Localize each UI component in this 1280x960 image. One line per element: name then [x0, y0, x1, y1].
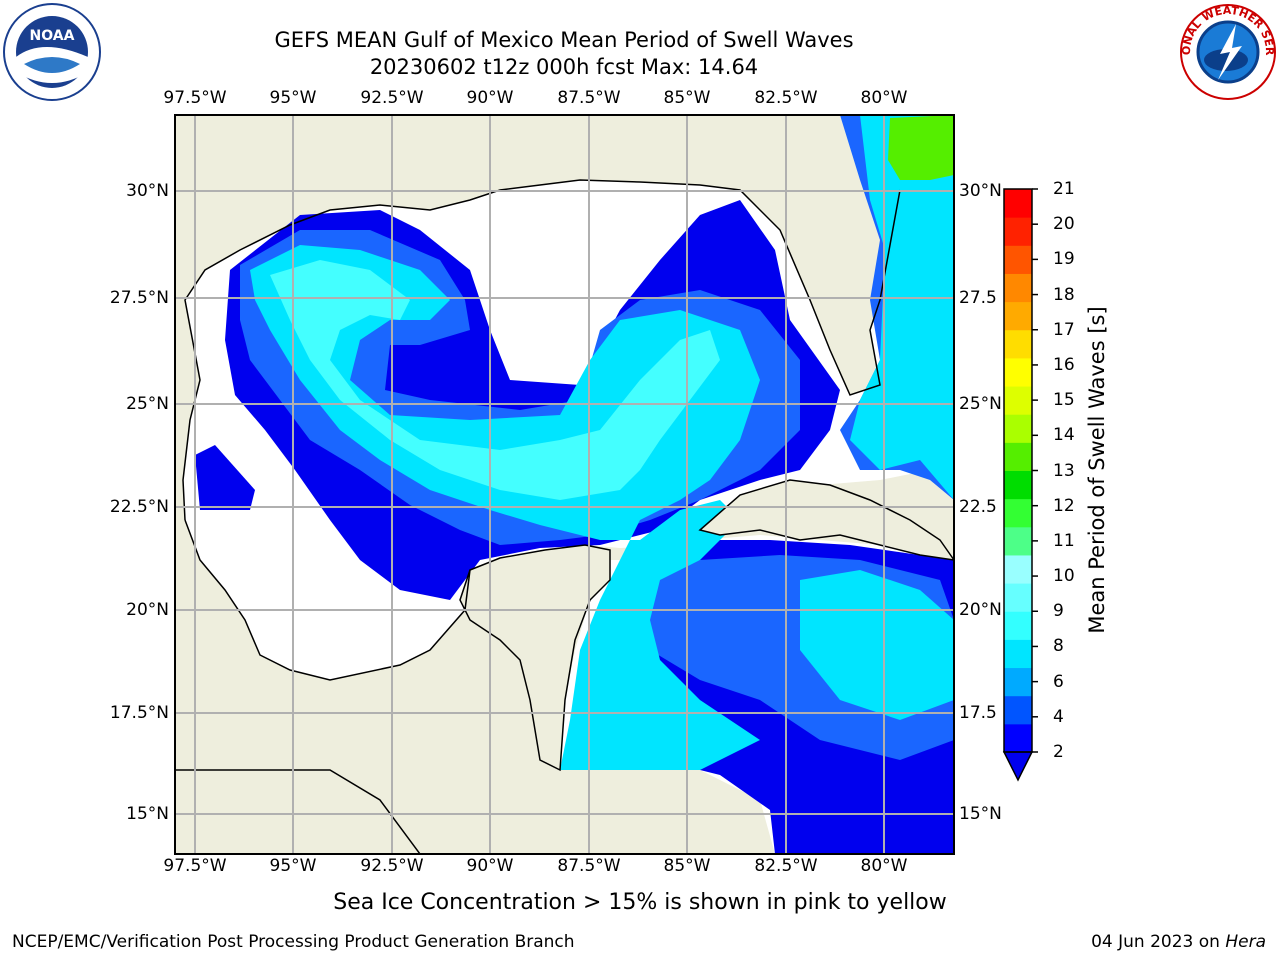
colorbar-tick-label: 15	[1053, 390, 1075, 411]
gulf-coastline	[182, 179, 901, 521]
noaa-logo-text: NOAA	[30, 28, 75, 44]
colorbar-swatch	[1004, 189, 1032, 218]
lon-tick-bottom: 97.5°W	[163, 856, 227, 876]
lon-tick-bottom: 82.5°W	[754, 856, 818, 876]
colorbar-tick-label: 13	[1053, 460, 1075, 481]
colorbar-swatch	[1004, 611, 1032, 640]
colorbar-tick-label: 6	[1053, 671, 1064, 692]
colorbar-extend-arrow	[1002, 751, 1034, 782]
graticule	[175, 115, 954, 854]
colorbar	[1002, 188, 1038, 782]
lon-tick-top: 90°W	[466, 88, 514, 108]
lat-tick-right: 25°N	[959, 394, 1002, 414]
colorbar-tick-label: 17	[1053, 319, 1075, 340]
colorbar-tick-label: 8	[1053, 636, 1064, 657]
sea-ice-note: Sea Ice Concentration > 15% is shown in …	[333, 890, 947, 915]
colorbar-swatch	[1004, 554, 1032, 584]
colorbar-swatch	[1004, 498, 1032, 528]
lat-tick-right: 15°N	[959, 804, 1002, 824]
lat-tick-right: 22.5	[959, 497, 997, 517]
swell-region-light-cyan	[270, 260, 720, 500]
lat-tick-left: 30°N	[126, 181, 169, 201]
lon-tick-bottom: 85°W	[663, 856, 711, 876]
lon-tick-top: 97.5°W	[163, 88, 227, 108]
footer-host: Hera	[1225, 932, 1266, 952]
colorbar-tick-label: 4	[1053, 706, 1064, 727]
colorbar-tick-label: 2	[1053, 742, 1064, 762]
colorbar-tick-label: 16	[1053, 354, 1075, 375]
swell-region-deep-blue-west	[195, 445, 255, 510]
lat-tick-right: 20°N	[959, 600, 1002, 620]
lon-tick-top: 95°W	[269, 88, 317, 108]
colorbar-swatch	[1004, 245, 1032, 274]
noaa-logo: NOAA	[3, 3, 101, 101]
colorbar-tick-label: 10	[1053, 566, 1075, 587]
central-america-land	[175, 769, 421, 854]
lon-tick-top: 82.5°W	[754, 88, 818, 108]
colorbar-tick-label: 9	[1053, 601, 1064, 622]
colorbar-swatch	[1004, 329, 1032, 359]
colorbar-swatch	[1004, 695, 1032, 725]
lon-tick-top: 87.5°W	[557, 88, 621, 108]
lat-tick-left: 22.5°N	[109, 497, 169, 517]
lon-tick-bottom: 95°W	[269, 856, 317, 876]
colorbar-tick-label: 20	[1053, 214, 1075, 235]
swell-region-green-ne	[888, 115, 954, 180]
colorbar-swatch	[1004, 723, 1032, 753]
lon-tick-bottom: 87.5°W	[557, 856, 621, 876]
colorbar-swatch	[1004, 639, 1032, 669]
colorbar-swatch	[1004, 526, 1032, 556]
lon-tick-bottom: 90°W	[466, 856, 514, 876]
chart-title: GEFS MEAN Gulf of Mexico Mean Period of …	[274, 28, 854, 52]
lat-tick-right: 30°N	[959, 181, 1002, 201]
colorbar-tick-label: 21	[1053, 179, 1075, 199]
lon-tick-top: 92.5°W	[360, 88, 424, 108]
colorbar-swatch	[1004, 301, 1032, 331]
colorbar-tick-label: 11	[1053, 530, 1075, 551]
lat-tick-right: 17.5	[959, 703, 997, 723]
lon-tick-top: 85°W	[663, 88, 711, 108]
lon-tick-top: 80°W	[860, 88, 908, 108]
colorbar-swatch	[1004, 470, 1032, 500]
lat-tick-left: 17.5°N	[109, 703, 169, 723]
colorbar-swatch	[1004, 357, 1032, 387]
mexico-coastline	[184, 519, 471, 681]
colorbar-tick-label: 14	[1053, 425, 1075, 446]
colorbar-swatch	[1004, 583, 1032, 612]
chart-subtitle: 20230602 t12z 000h fcst Max: 14.64	[369, 55, 759, 79]
lat-tick-left: 25°N	[126, 394, 169, 414]
colorbar-tick-label: 18	[1053, 284, 1075, 305]
footer-date: 04 Jun 2023 on Hera	[1091, 932, 1266, 952]
colorbar-swatch	[1004, 667, 1032, 697]
lat-tick-left: 15°N	[126, 804, 169, 824]
lat-tick-right: 27.5	[959, 288, 997, 308]
colorbar-swatch	[1004, 273, 1032, 303]
colorbar-swatch	[1004, 442, 1032, 471]
lat-tick-left: 27.5°N	[109, 288, 169, 308]
colorbar-swatch	[1004, 217, 1032, 246]
cuba-land	[698, 479, 954, 561]
colorbar-swatch	[1004, 414, 1032, 443]
footer-credit: NCEP/EMC/Verification Post Processing Pr…	[12, 932, 575, 952]
colorbar-swatch	[1004, 386, 1032, 415]
lon-tick-bottom: 80°W	[860, 856, 908, 876]
lon-tick-bottom: 92.5°W	[360, 856, 424, 876]
map-frame	[174, 114, 955, 855]
colorbar-tick-label: 19	[1053, 249, 1075, 270]
nws-logo: NATIONAL WEATHER SERVICE	[1178, 2, 1276, 100]
swell-region-cyan-caribbean	[800, 570, 954, 720]
colorbar-label: Mean Period of Swell Waves [s]	[1085, 306, 1109, 634]
colorbar-tick-label: 12	[1053, 495, 1075, 516]
lat-tick-left: 20°N	[126, 600, 169, 620]
footer-date-text: 04 Jun 2023 on	[1091, 932, 1220, 952]
